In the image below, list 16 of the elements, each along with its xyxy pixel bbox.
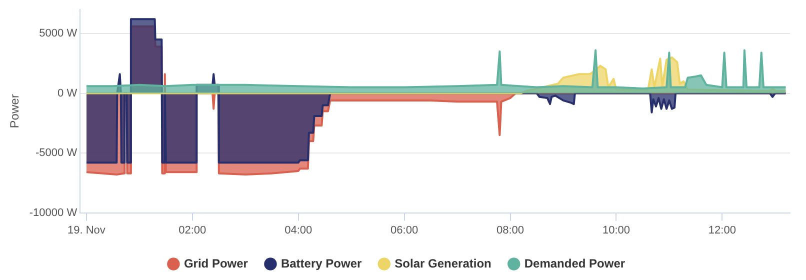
y-tick-label: -5000 W — [36, 147, 78, 160]
x-tick-label: 10:00 — [602, 224, 630, 236]
x-tick-label: 02:00 — [178, 224, 206, 236]
y-tick-label: -10000 W — [29, 206, 78, 219]
x-tick-label: 12:00 — [708, 224, 736, 236]
y-axis-title: Power — [8, 94, 22, 128]
legend-label: Battery Power — [280, 256, 362, 270]
x-tick-label: 08:00 — [496, 224, 524, 236]
legend-label: Grid Power — [184, 256, 248, 270]
x-tick-label: 06:00 — [390, 224, 418, 236]
legend-label: Demanded Power — [524, 256, 626, 270]
y-tick-label: 0 W — [58, 87, 78, 100]
x-tick-label: 19. Nov — [67, 224, 106, 236]
x-tick-label: 04:00 — [284, 224, 312, 236]
legend-label: Solar Generation — [394, 256, 492, 270]
y-tick-label: 5000 W — [39, 28, 78, 40]
